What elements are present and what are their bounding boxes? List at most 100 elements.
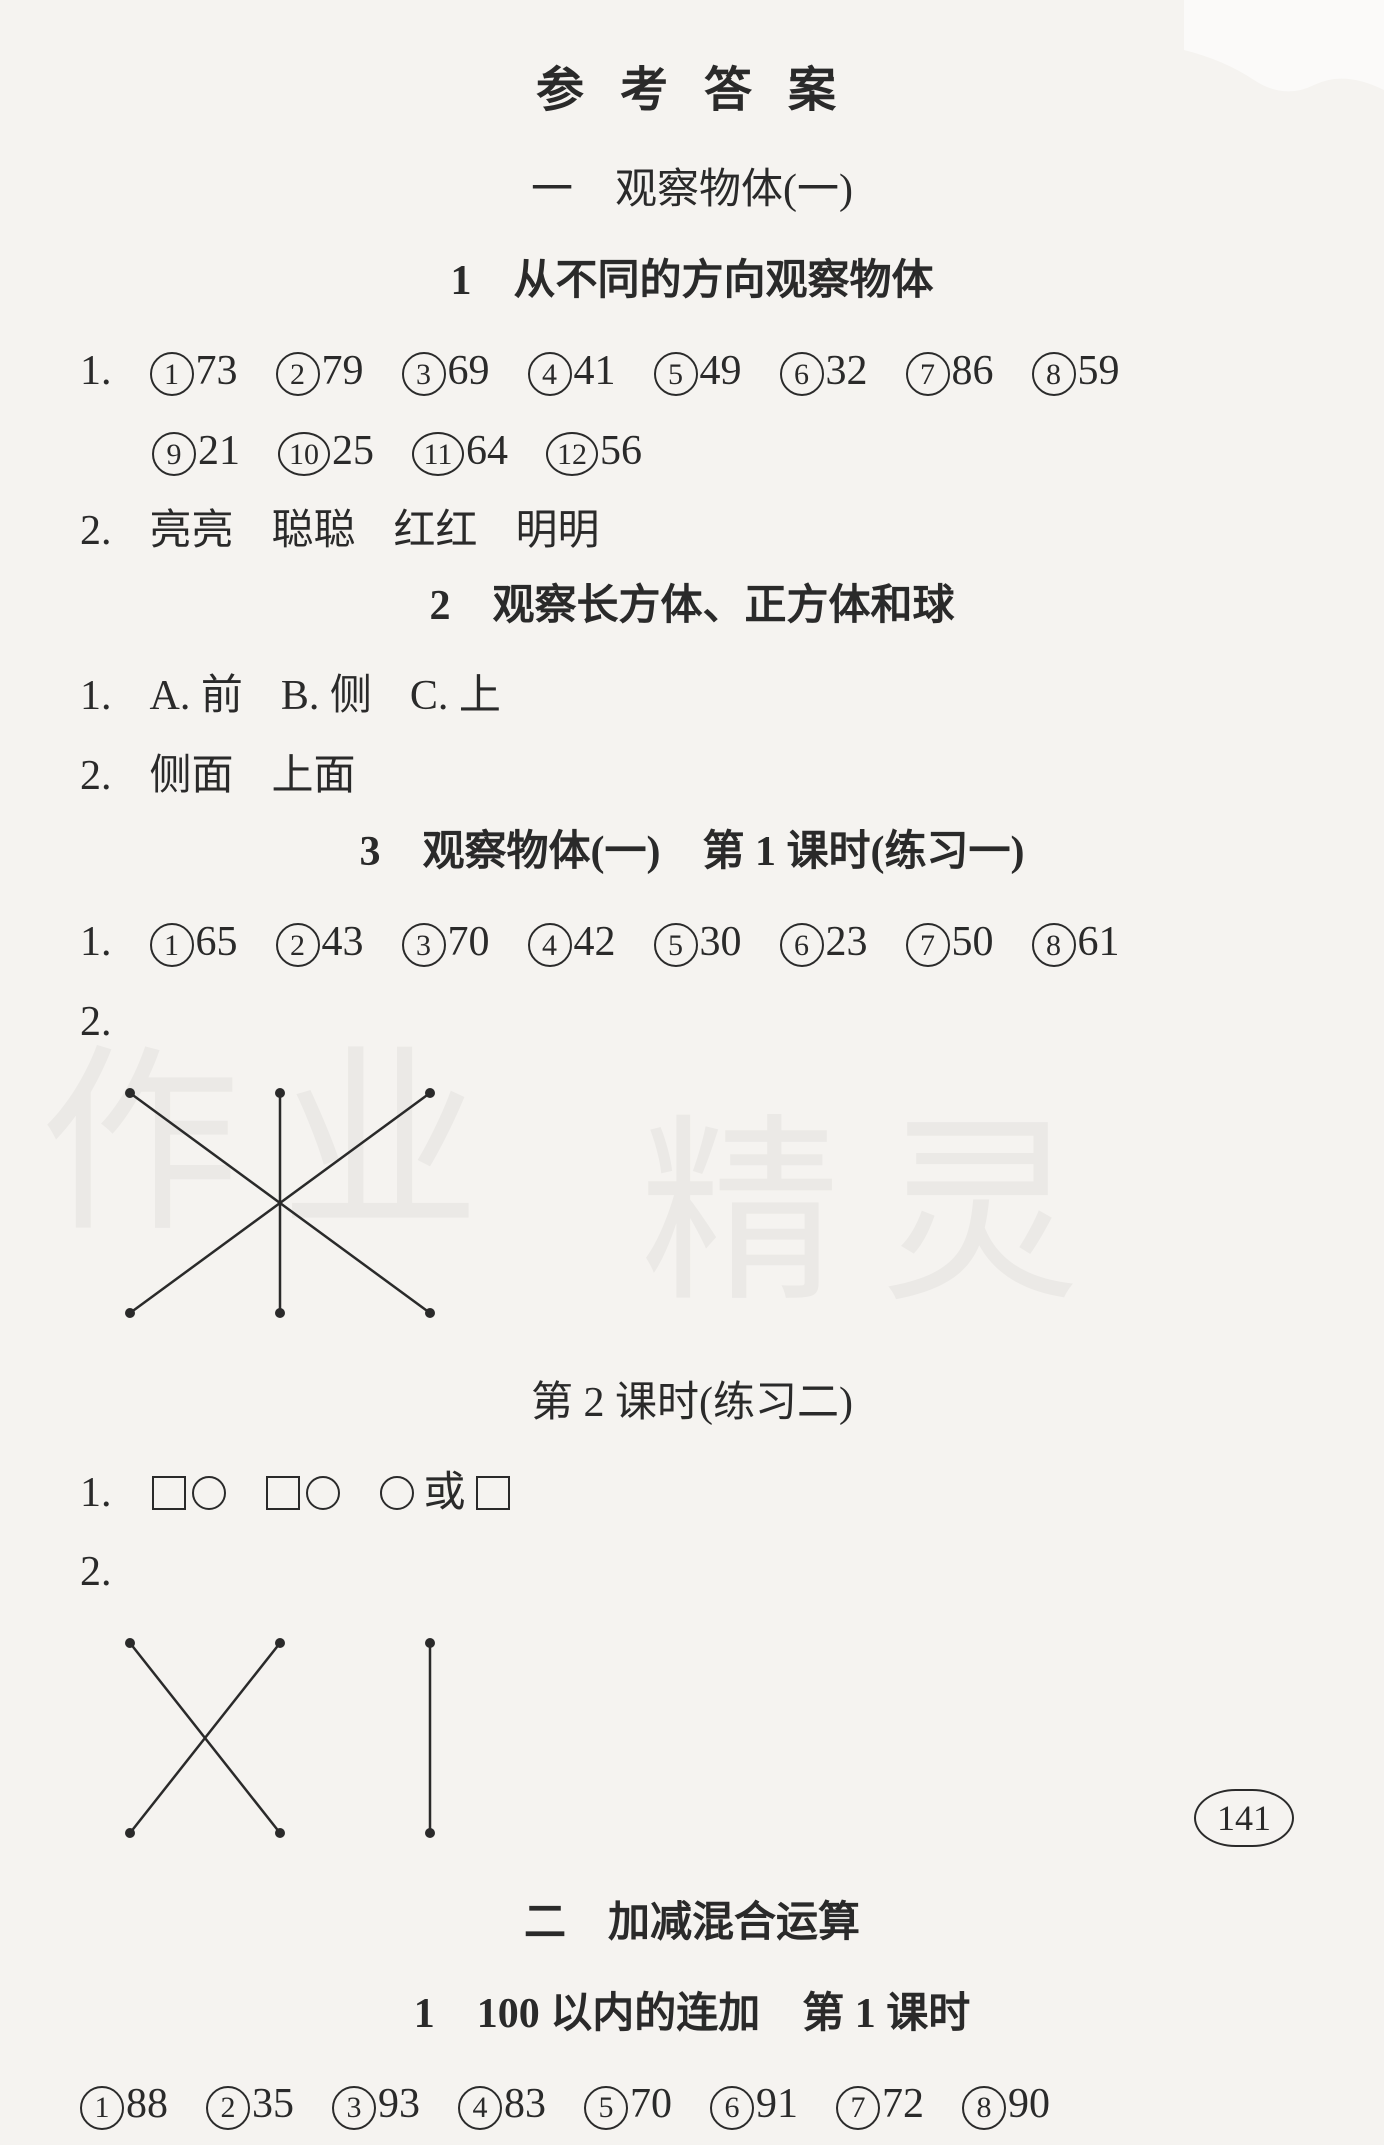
circled-number: 2: [206, 2086, 250, 2130]
circled-number: 6: [780, 352, 824, 396]
cross-diagram-2: [110, 1623, 1304, 1858]
circled-number: 8: [1032, 352, 1076, 396]
answer-item: 165: [150, 903, 238, 983]
c1s1-q2-row: 2. 亮亮 聪聪 红红 明明: [80, 492, 1304, 572]
answer-item: 1164: [412, 412, 508, 492]
page-title: 参 考 答 案: [80, 50, 1304, 120]
answer-item: 442: [528, 903, 616, 983]
answer-item: 1025: [278, 412, 374, 492]
circled-number: 1: [150, 352, 194, 396]
c1s3-q1-row: 1. 165 243 370 442 530 623 750 861: [80, 903, 1304, 983]
circled-number: 7: [906, 352, 950, 396]
circled-number: 3: [402, 352, 446, 396]
circled-number: 10: [278, 432, 330, 476]
answer-item: 623: [780, 903, 868, 983]
q1-label: 1.: [80, 1454, 112, 1534]
circled-number: 8: [962, 2086, 1006, 2130]
answer-value: 69: [448, 348, 490, 394]
answer-item: 370: [402, 903, 490, 983]
answer-value: 86: [952, 348, 994, 394]
answer-value: 50: [952, 919, 994, 965]
answer-item: 393: [332, 2065, 420, 2145]
answer-b: B. 侧: [281, 657, 372, 737]
c1s3b-q1-row: 1. 或: [80, 1454, 1304, 1534]
circled-number: 2: [276, 923, 320, 967]
c1s3b-q2-label: 2.: [80, 1533, 1304, 1613]
circled-number: 3: [332, 2086, 376, 2130]
answer-item: 188: [80, 2065, 168, 2145]
circled-number: 4: [458, 2086, 502, 2130]
answer-value: 56: [600, 428, 642, 474]
name-value: 亮亮: [150, 492, 234, 572]
chapter1-title: 一 观察物体(一): [80, 155, 1304, 216]
answer-value: 73: [196, 348, 238, 394]
circled-number: 5: [584, 2086, 628, 2130]
cross-svg-2: [110, 1623, 470, 1853]
cross-diagram-1: [110, 1073, 1304, 1338]
answer-item: 786: [906, 332, 994, 412]
name-value: 红红: [394, 492, 478, 572]
q1-label: 1.: [80, 903, 112, 983]
name-value: 明明: [516, 492, 600, 572]
answer-value: 88: [126, 2081, 168, 2127]
chapter1-section1-title: 1 从不同的方向观察物体: [80, 246, 1304, 307]
answer-value: 42: [574, 919, 616, 965]
q1-label: 1.: [80, 332, 112, 412]
answer-value: 41: [574, 348, 616, 394]
answer-item: 861: [1032, 903, 1120, 983]
q2-label: 2.: [80, 492, 112, 572]
answer-value: 70: [630, 2081, 672, 2127]
q2-label: 2.: [80, 737, 112, 817]
shape-group-3: 或: [380, 1454, 510, 1534]
answer-value: 23: [826, 919, 868, 965]
circle-icon: [306, 1476, 340, 1510]
chapter2-section1-title: 1 100 以内的连加 第 1 课时: [80, 1979, 1304, 2040]
chapter2-title: 二 加减混合运算: [80, 1888, 1304, 1949]
answer-item: 1256: [546, 412, 642, 492]
answer-value: 上面: [272, 737, 356, 817]
square-icon: [152, 1476, 186, 1510]
answer-item: 859: [1032, 332, 1120, 412]
q1-label: 1.: [80, 657, 112, 737]
circled-number: 1: [80, 2086, 124, 2130]
circled-number: 6: [780, 923, 824, 967]
answer-value: 72: [882, 2081, 924, 2127]
answer-value: 79: [322, 348, 364, 394]
circled-number: 7: [836, 2086, 880, 2130]
c2s1-row: 188 235 393 483 570 691 772 890: [80, 2065, 1304, 2145]
answer-item: 243: [276, 903, 364, 983]
answer-value: 64: [466, 428, 508, 474]
c1s1-q1-row2: 921 1025 1164 1256: [80, 412, 1304, 492]
answer-value: 61: [1078, 919, 1120, 965]
answer-item: 570: [584, 2065, 672, 2145]
circled-number: 6: [710, 2086, 754, 2130]
c1s2-q2-row: 2. 侧面 上面: [80, 737, 1304, 817]
cross-svg-1: [110, 1073, 470, 1333]
answer-value: 25: [332, 428, 374, 474]
circled-number: 8: [1032, 923, 1076, 967]
chapter1-section3-title: 3 观察物体(一) 第 1 课时(练习一): [80, 817, 1304, 878]
c1s3-q2-label: 2.: [80, 983, 1304, 1063]
answer-item: 369: [402, 332, 490, 412]
answer-value: 91: [756, 2081, 798, 2127]
answer-a: A. 前: [150, 657, 243, 737]
square-icon: [476, 1476, 510, 1510]
answer-value: 59: [1078, 348, 1120, 394]
answer-value: 35: [252, 2081, 294, 2127]
answer-value: 21: [198, 428, 240, 474]
answer-item: 750: [906, 903, 994, 983]
answer-item: 173: [150, 332, 238, 412]
answer-item: 441: [528, 332, 616, 412]
circled-number: 5: [654, 352, 698, 396]
circled-number: 11: [412, 432, 464, 476]
answer-value: 70: [448, 919, 490, 965]
answer-value: 43: [322, 919, 364, 965]
answer-value: 30: [700, 919, 742, 965]
answer-value: 49: [700, 348, 742, 394]
answer-item: 691: [710, 2065, 798, 2145]
shape-group-2: [266, 1476, 340, 1510]
shape-group-1: [152, 1476, 226, 1510]
c1s1-q1-row1: 1. 173 279 369 441 549 632 786 859: [80, 332, 1304, 412]
answer-item: 279: [276, 332, 364, 412]
answer-value: 93: [378, 2081, 420, 2127]
